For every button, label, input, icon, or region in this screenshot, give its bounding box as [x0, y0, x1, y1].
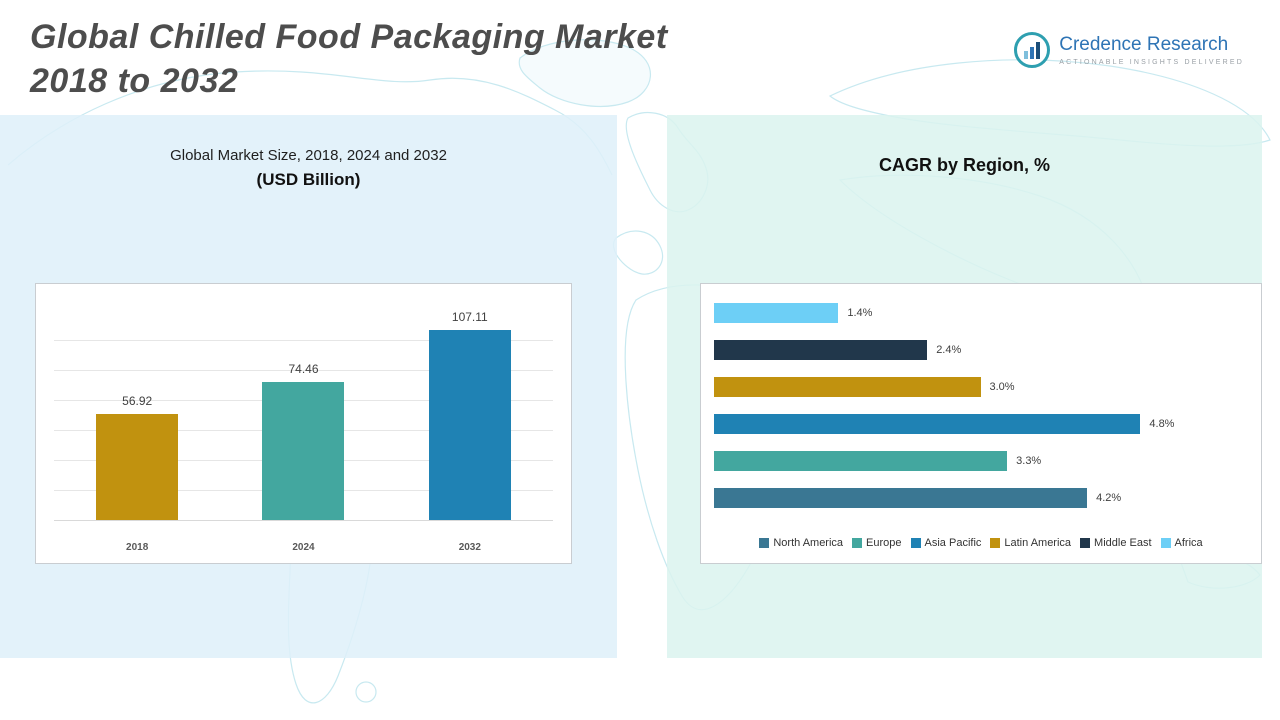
bar-chart-logo-icon: [1014, 32, 1051, 68]
brand-tagline: Actionable Insights Delivered: [1059, 59, 1244, 66]
legend-label: Europe: [866, 537, 902, 549]
legend-item-latin-america: Latin America: [990, 537, 1071, 549]
cagr-row-latin-america: 3.0%: [714, 368, 1247, 405]
cagr-value-label: 1.4%: [847, 306, 873, 319]
bar-value-label: 107.11: [451, 310, 488, 324]
legend-swatch: [1160, 538, 1171, 548]
legend-swatch: [1080, 538, 1091, 548]
page-title: Global Chilled Food Packaging Market 201…: [30, 16, 668, 103]
legend-label: Asia Pacific: [924, 537, 982, 549]
bar-slot-2032: 107.11: [387, 310, 553, 520]
legend-item-middle-east: Middle East: [1080, 537, 1152, 549]
brand-text: Credence Research Actionable Insights De…: [1059, 34, 1244, 66]
cagr-bar-north-america: [714, 488, 1088, 509]
cagr-row-north-america: 4.2%: [714, 480, 1247, 517]
cagr-bar-asia-pacific: [714, 414, 1141, 435]
legend-swatch: [759, 538, 770, 548]
category-label-2032: 2032: [458, 542, 481, 553]
bar-2032: [428, 330, 511, 520]
cagr-row-europe: 3.3%: [714, 443, 1247, 480]
legend-item-africa: Africa: [1160, 537, 1203, 549]
legend-label: North America: [773, 537, 844, 549]
cagr-value-label: 4.8%: [1149, 418, 1175, 431]
bar-2024: [262, 381, 345, 520]
cagr-value-label: 3.0%: [989, 380, 1015, 393]
cagr-bar-latin-america: [714, 376, 981, 397]
legend-label: Middle East: [1094, 537, 1152, 549]
market-size-chart-box: 56.92 74.46 107.11 2018 2024 2032: [35, 283, 572, 564]
bar-2018: [96, 414, 179, 520]
bar-value-label: 56.92: [122, 394, 153, 409]
page-title-line1: Global Chilled Food Packaging Market: [30, 18, 668, 56]
legend-label: Latin America: [1004, 537, 1072, 549]
gridline: [54, 340, 553, 341]
cagr-panel: CAGR by Region, % 1.4% 2.4% 3.0% 4.8% 3.3% 4.…: [667, 115, 1262, 658]
gridline: [54, 370, 553, 371]
legend-label: Africa: [1174, 537, 1203, 549]
market-size-panel: Global Market Size, 2018, 2024 and 2032 …: [0, 115, 617, 658]
market-size-categories: 2018 2024 2032: [54, 542, 553, 553]
brand-name: Credence Research: [1059, 34, 1229, 55]
market-size-title: Global Market Size, 2018, 2024 and 2032: [170, 147, 447, 164]
market-size-subtitle: (USD Billion): [256, 170, 361, 189]
legend-item-asia-pacific: Asia Pacific: [910, 537, 982, 549]
cagr-bar-europe: [714, 451, 1008, 472]
cagr-bar-middle-east: [714, 339, 928, 360]
cagr-value-label: 2.4%: [936, 343, 962, 356]
market-size-header: Global Market Size, 2018, 2024 and 2032 …: [0, 147, 617, 190]
legend-item-north-america: North America: [759, 537, 843, 549]
cagr-legend: North America Europe Asia Pacific Latin Ame…: [701, 537, 1261, 549]
legend-swatch: [990, 538, 1001, 548]
category-label-2024: 2024: [292, 542, 315, 553]
category-label-2018: 2018: [126, 542, 149, 553]
cagr-row-middle-east: 2.4%: [714, 331, 1247, 368]
legend-item-europe: Europe: [852, 537, 902, 549]
cagr-row-asia-pacific: 4.8%: [714, 406, 1247, 443]
cagr-title: CAGR by Region, %: [878, 155, 1050, 175]
brand-logo: Credence Research Actionable Insights De…: [1014, 32, 1244, 68]
cagr-chart-box: 1.4% 2.4% 3.0% 4.8% 3.3% 4.2% North America Eu…: [700, 283, 1262, 564]
market-size-plot: 56.92 74.46 107.11: [54, 310, 553, 521]
cagr-bar-africa: [714, 302, 839, 323]
cagr-row-africa: 1.4%: [714, 294, 1247, 331]
legend-swatch: [910, 538, 921, 548]
cagr-value-label: 4.2%: [1096, 492, 1122, 505]
cagr-rows: 1.4% 2.4% 3.0% 4.8% 3.3% 4.2%: [714, 294, 1247, 517]
page-title-line2: 2018 to 2032: [30, 61, 239, 100]
bar-slot-2024: 74.46: [220, 310, 386, 520]
cagr-value-label: 3.3%: [1016, 455, 1042, 468]
bar-slot-2018: 56.92: [54, 310, 220, 520]
bar-value-label: 74.46: [288, 361, 319, 376]
legend-swatch: [852, 538, 863, 548]
